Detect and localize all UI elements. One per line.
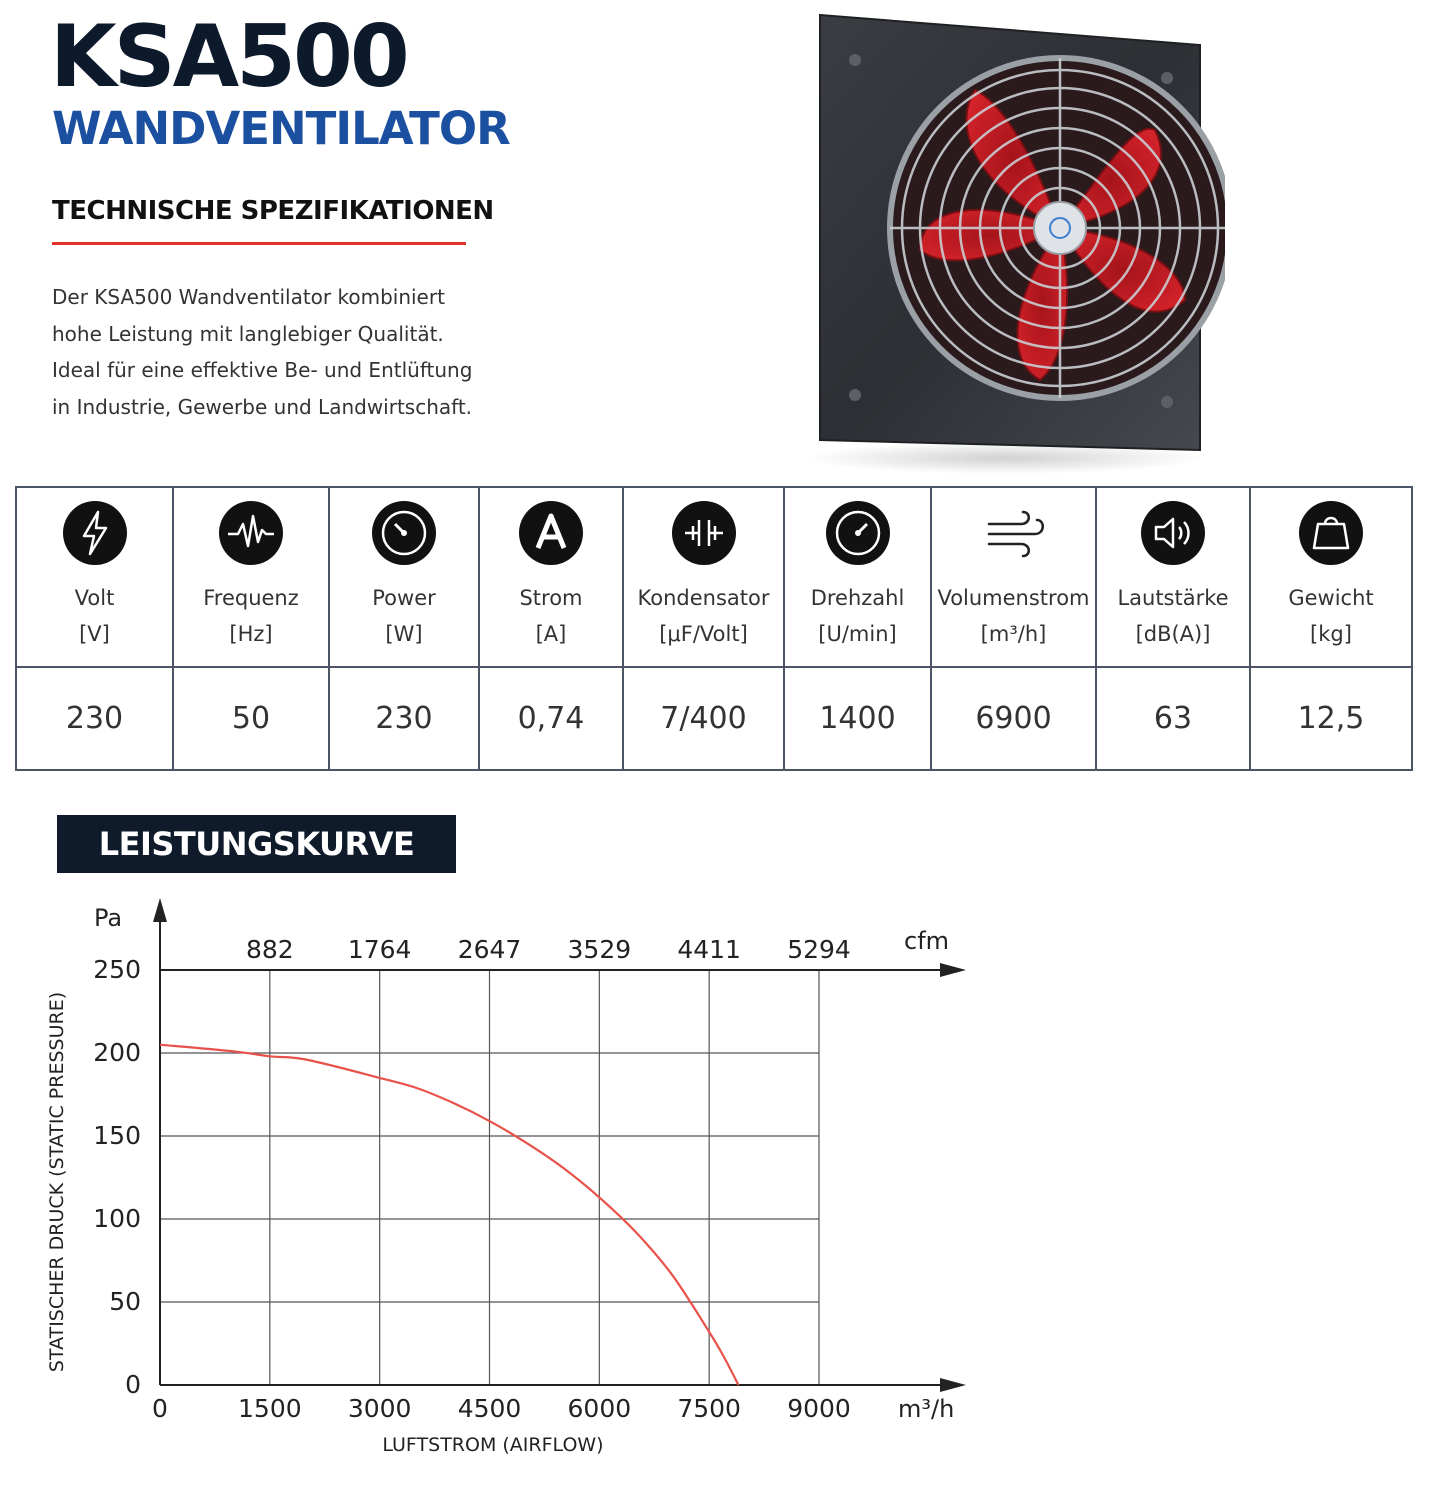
spec-label: Gewicht [1288, 586, 1374, 610]
y-tick-label: 150 [93, 1121, 141, 1150]
secondary-x-tick-label: 1764 [348, 935, 412, 964]
fan-product-image [805, 13, 1225, 474]
spec-header-cell: Gewicht [kg] [1249, 486, 1413, 668]
spec-unit: [A] [535, 622, 567, 646]
spec-label: Volt [74, 586, 115, 610]
description-line: Ideal für eine effektive Be- und Entlüft… [52, 358, 473, 382]
heading-underline [52, 242, 466, 245]
performance-curve-chart: 0 50 100 150 200 250 0 1500 3000 4500 6000 7500 9000… [46, 898, 966, 1456]
y-tick-label: 100 [93, 1204, 141, 1233]
y-axis-title: STATISCHER DRUCK (STATIC PRESSURE) [46, 992, 68, 1372]
chart-heading: LEISTUNGSKURVE [57, 815, 456, 873]
spec-label: Frequenz [203, 586, 299, 610]
airflow-icon [987, 510, 1044, 558]
spec-label: Drehzahl [810, 586, 905, 610]
spec-header-cell: Power [W] [328, 486, 480, 668]
speedometer-icon [825, 501, 890, 565]
spec-value: 7/400 [622, 666, 785, 771]
spec-header-row: Volt [V] Frequenz [Hz] Power [W] Strom [… [15, 486, 1413, 668]
y-tick-label: 0 [125, 1370, 141, 1399]
secondary-x-tick-label: 3529 [568, 935, 632, 964]
spec-header-cell: Volumenstrom [m³/h] [930, 486, 1097, 668]
waveform-icon [219, 501, 283, 565]
x-tick-label: 6000 [568, 1394, 632, 1423]
x-tick-label: 9000 [787, 1394, 851, 1423]
x-axis-title: LUFTSTROM (AIRFLOW) [382, 1434, 603, 1456]
chart-ticks: 0 50 100 150 200 250 0 1500 3000 4500 6000 7500 9000… [93, 935, 851, 1423]
speaker-icon [1141, 501, 1205, 565]
description-line: hohe Leistung mit langlebiger Qualität. [52, 321, 444, 346]
secondary-x-unit-label: cfm [904, 927, 949, 955]
product-description: Der KSA500 Wandventilator kombiniert hoh… [52, 279, 512, 425]
spec-header-cell: Strom [A] [478, 486, 624, 668]
gauge-icon [372, 501, 436, 565]
chart-series [159, 1043, 740, 1386]
secondary-x-tick-label: 5294 [787, 935, 851, 964]
description-line: Der KSA500 Wandventilator kombiniert [52, 285, 445, 309]
x-tick-label: 1500 [238, 1394, 302, 1423]
spec-value: 1400 [783, 666, 932, 771]
x-tick-label: 0 [152, 1394, 168, 1423]
y-tick-label: 50 [109, 1287, 141, 1316]
spec-label: Volumenstrom [937, 586, 1090, 610]
capacitor-icon [671, 501, 736, 565]
secondary-x-tick-label: 2647 [458, 935, 522, 964]
secondary-x-tick-label: 882 [246, 935, 294, 964]
spec-label: Lautstärke [1117, 586, 1229, 610]
spec-unit: [kg] [1310, 622, 1352, 646]
x-axis-arrow [940, 1378, 966, 1392]
spec-value: 12,5 [1249, 666, 1413, 771]
y-unit-label: Pa [94, 904, 122, 932]
chart-grid [160, 969, 820, 1385]
description-line: in Industrie, Gewerbe und Landwirtschaft… [52, 394, 473, 419]
spec-label: Strom [519, 586, 583, 610]
spec-header-cell: Drehzahl [U/min] [783, 486, 932, 668]
spec-value: 0,74 [478, 666, 624, 771]
spec-value-row: 230 50 230 0,74 7/400 1400 6900 63 12,5 [15, 666, 1413, 771]
y-tick-label: 200 [93, 1038, 141, 1067]
spec-header-cell: Volt [V] [15, 486, 174, 668]
product-subtitle: WANDVENTILATOR [52, 102, 511, 155]
spec-unit: [W] [385, 622, 423, 646]
spec-header-cell: Kondensator [μF/Volt] [622, 486, 785, 668]
spec-unit: [Hz] [229, 622, 273, 646]
weight-icon [1299, 501, 1363, 565]
x-tick-label: 7500 [677, 1394, 741, 1423]
spec-unit: [V] [79, 622, 110, 646]
secondary-x-tick-label: 4411 [677, 935, 741, 964]
spec-value: 50 [172, 666, 330, 771]
performance-curve-line [159, 1043, 740, 1386]
lightning-bolt-icon [62, 501, 127, 565]
ampere-icon [519, 501, 583, 565]
spec-value: 63 [1095, 666, 1251, 771]
spec-header-cell: Lautstärke [dB(A)] [1095, 486, 1251, 668]
chart-axes [153, 898, 966, 1392]
spec-value: 230 [328, 666, 480, 771]
y-axis-arrow [153, 898, 167, 922]
x-unit-label: m³/h [898, 1395, 954, 1423]
secondary-x-axis-arrow [940, 963, 966, 977]
spec-unit: [μF/Volt] [659, 622, 748, 646]
spec-heading: TECHNISCHE SPEZIFIKATIONEN [52, 196, 494, 226]
spec-value: 230 [15, 666, 174, 771]
spec-unit: [m³/h] [980, 622, 1047, 646]
spec-label: Power [372, 586, 436, 610]
x-tick-label: 3000 [348, 1394, 412, 1423]
product-title: KSA500 [50, 7, 410, 107]
spec-table: Volt [V] Frequenz [Hz] Power [W] Strom [… [15, 486, 1413, 771]
spec-unit: [U/min] [818, 622, 897, 646]
x-tick-label: 4500 [458, 1394, 522, 1423]
y-tick-label: 250 [93, 955, 141, 984]
spec-label: Kondensator [637, 586, 770, 610]
spec-value: 6900 [930, 666, 1097, 771]
spec-unit: [dB(A)] [1135, 622, 1211, 646]
spec-header-cell: Frequenz [Hz] [172, 486, 330, 668]
